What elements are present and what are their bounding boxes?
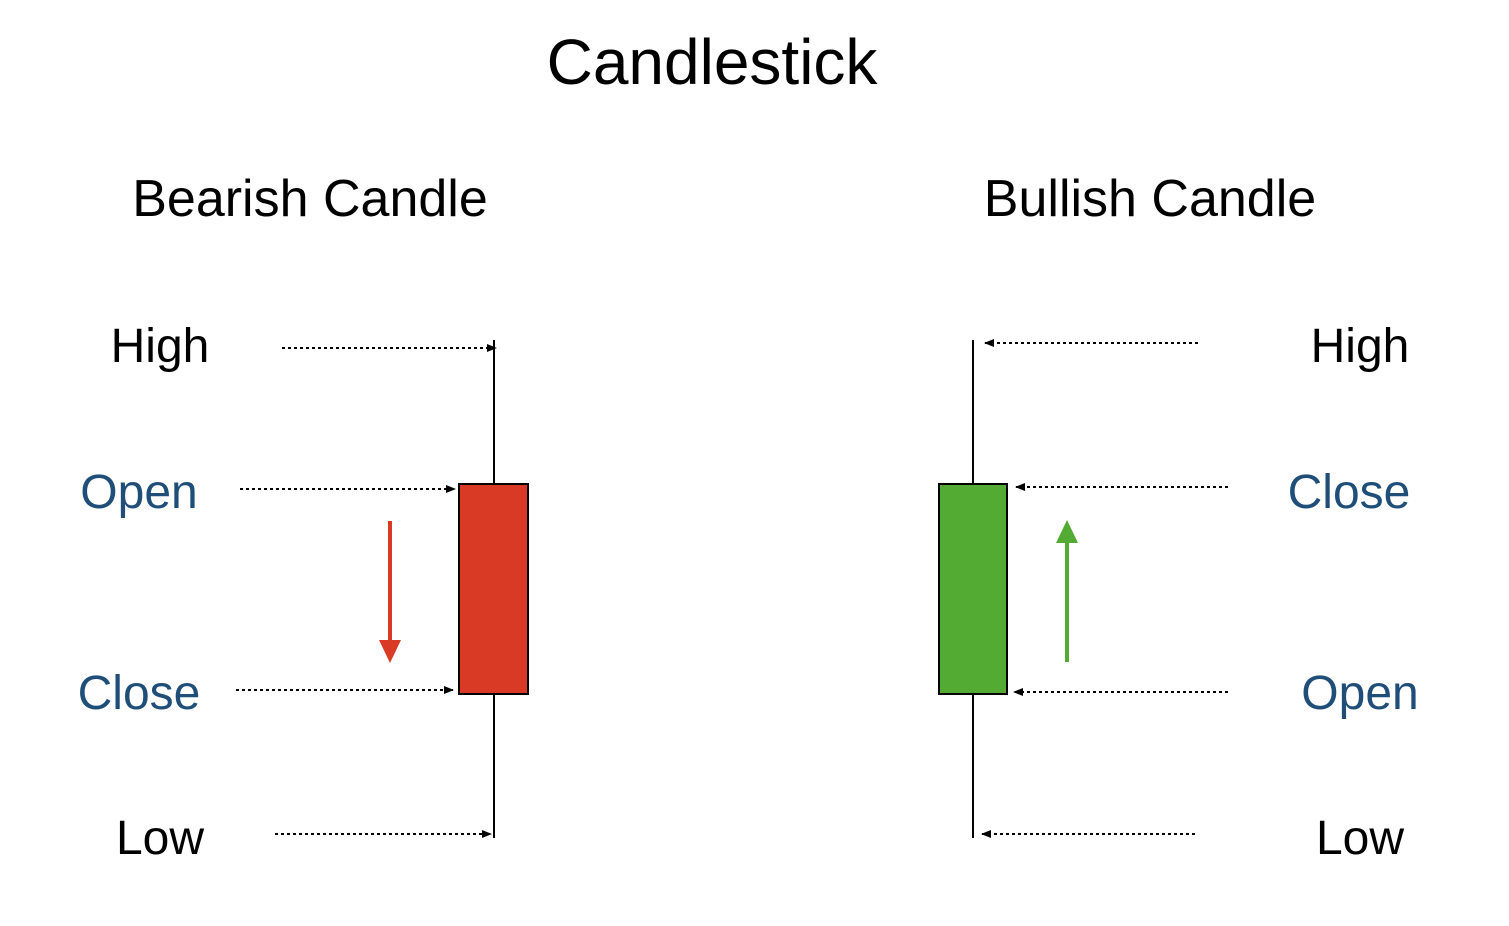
bearish-down-arrow-head xyxy=(379,640,401,663)
bearish-heading: Bearish Candle xyxy=(132,170,488,228)
bearish-open-label: Open xyxy=(80,466,197,519)
bullish-up-arrow-head xyxy=(1056,520,1078,543)
bullish-high-label: High xyxy=(1311,320,1410,373)
bullish-close-label: Close xyxy=(1288,466,1411,519)
bullish-open-label: Open xyxy=(1301,667,1418,720)
bullish-candle-body xyxy=(938,483,1008,695)
bearish-close-label: Close xyxy=(78,667,201,720)
bearish-low-label: Low xyxy=(116,812,204,865)
bullish-low-label: Low xyxy=(1316,812,1404,865)
bearish-candle-body xyxy=(458,483,529,695)
bearish-high-label: High xyxy=(111,320,210,373)
diagram-title: Candlestick xyxy=(547,26,879,98)
bullish-heading: Bullish Candle xyxy=(984,170,1316,228)
